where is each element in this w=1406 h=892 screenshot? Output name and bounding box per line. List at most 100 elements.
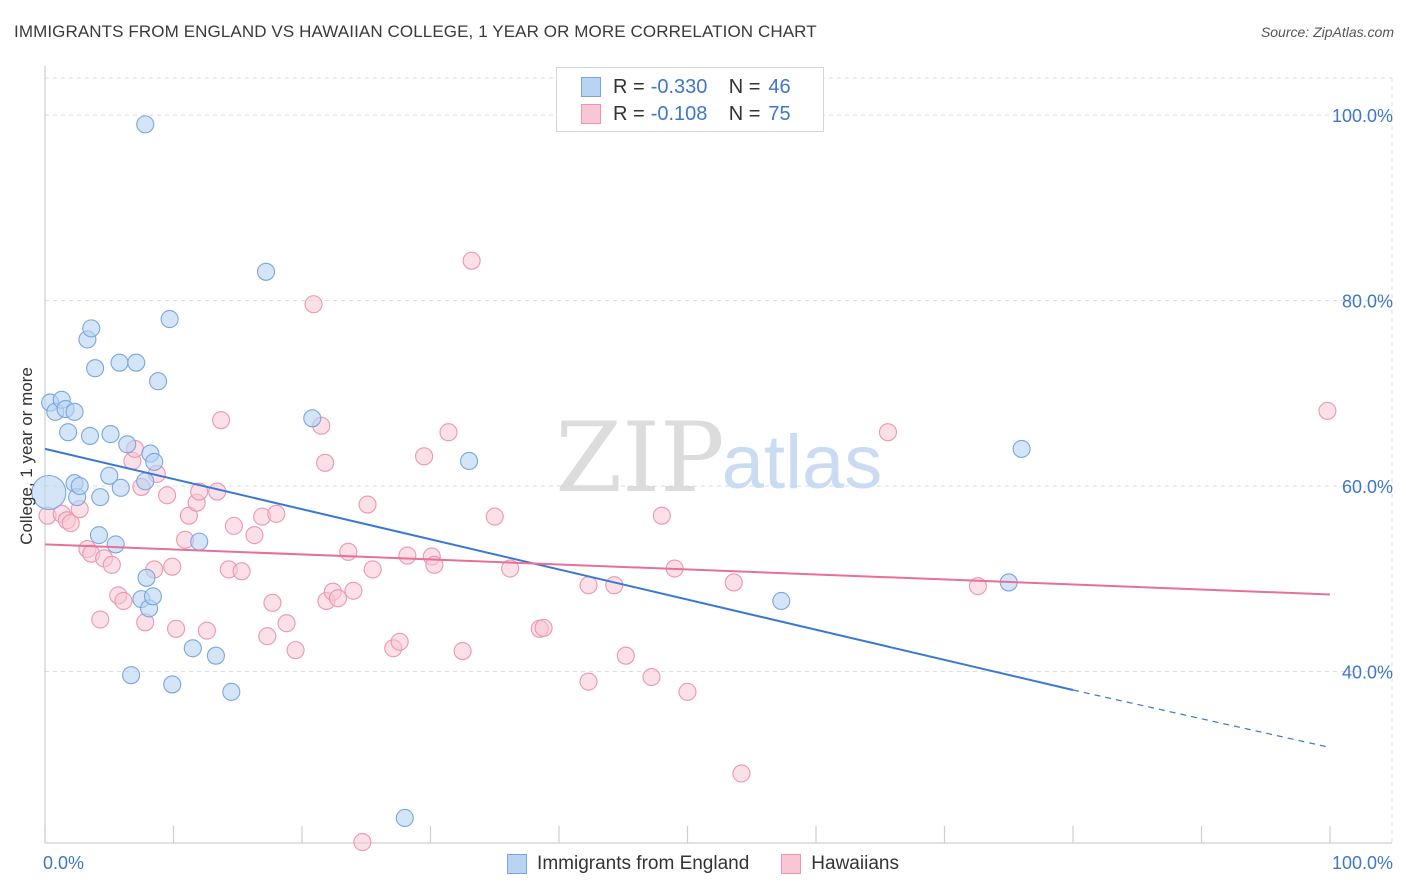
series-england [31, 115, 1031, 828]
point-england [1012, 439, 1031, 458]
point-hawaiians [167, 619, 186, 638]
point-england [59, 423, 78, 442]
point-hawaiians [363, 560, 382, 579]
y-tick-label: 100.0% [1332, 106, 1393, 126]
point-hawaiians [358, 495, 377, 514]
point-england [106, 535, 125, 554]
point-hawaiians [158, 486, 177, 505]
point-hawaiians [61, 514, 80, 533]
point-hawaiians [605, 576, 624, 595]
y-tick-label: 40.0% [1342, 662, 1393, 682]
point-england [145, 452, 164, 471]
watermark-zip: ZIP [555, 402, 724, 514]
point-hawaiians [339, 542, 358, 561]
point-hawaiians [211, 411, 231, 430]
point-england [82, 319, 101, 338]
point-hawaiians [277, 614, 296, 633]
point-england [160, 310, 179, 329]
point-hawaiians [263, 593, 282, 612]
point-hawaiians [328, 589, 348, 608]
point-england [395, 808, 414, 828]
legend-row-hawaiians: R = -0.108 N = 75 [581, 102, 791, 126]
point-england [111, 478, 130, 497]
y-tick-label: 60.0% [1342, 477, 1393, 497]
x-tick-label-min: 0.0% [43, 853, 84, 873]
point-hawaiians [353, 833, 372, 852]
r-label: R = [613, 75, 645, 98]
watermark: ZIP atlas [555, 402, 882, 514]
point-england [183, 639, 202, 658]
r-label: R = [613, 102, 645, 125]
point-hawaiians [652, 506, 671, 525]
point-hawaiians [678, 682, 697, 701]
n-value: 46 [768, 75, 791, 98]
trend-lines [44, 447, 1331, 749]
point-england [459, 451, 479, 471]
legend-label-england: Immigrants from England [537, 853, 750, 874]
point-england [89, 526, 109, 545]
point-hawaiians [878, 423, 898, 442]
trend-england [44, 447, 1074, 691]
legend-item-england: Immigrants from England [507, 853, 749, 875]
series-legend: Immigrants from England Hawaiians [0, 851, 1406, 877]
point-hawaiians [344, 581, 363, 600]
point-england [91, 488, 110, 507]
y-axis-label: College, 1 year or more [17, 367, 36, 545]
point-england [149, 372, 168, 391]
point-hawaiians [316, 453, 335, 472]
stats-legend: R = -0.330 N = 46 R = -0.108 N = 75 [556, 67, 824, 132]
n-value: 75 [768, 102, 791, 125]
point-england [101, 425, 120, 444]
point-england [136, 472, 155, 491]
r-value: -0.108 [650, 102, 708, 125]
point-england [256, 262, 276, 281]
point-hawaiians [501, 559, 520, 578]
point-england [127, 353, 146, 372]
legend-swatch-england [581, 77, 601, 97]
point-hawaiians [224, 516, 243, 535]
point-hawaiians [232, 562, 251, 581]
point-hawaiians [462, 251, 481, 270]
axes [44, 66, 1392, 844]
point-england [31, 474, 67, 511]
point-hawaiians [286, 641, 305, 660]
point-hawaiians [579, 672, 598, 691]
tick-labels: 40.0% 60.0% 80.0% 100.0% 0.0% 100.0% [43, 106, 1393, 873]
point-england [118, 435, 137, 454]
legend-swatch-hawaiians [581, 104, 601, 124]
point-hawaiians [616, 646, 635, 665]
point-england [163, 675, 182, 694]
point-hawaiians [197, 621, 216, 640]
point-england [70, 476, 89, 496]
point-hawaiians [485, 507, 504, 526]
point-hawaiians [642, 667, 661, 687]
point-england [137, 568, 156, 587]
point-hawaiians [258, 627, 277, 646]
x-tick-label-max: 100.0% [1332, 853, 1393, 873]
point-england [100, 466, 119, 485]
point-england [772, 591, 791, 611]
point-england [222, 682, 241, 701]
trend-hawaiians [44, 543, 1331, 596]
point-hawaiians [102, 555, 121, 574]
point-hawaiians [732, 764, 751, 783]
source-label: Source: ZipAtlas.com [1260, 24, 1394, 40]
point-hawaiians [267, 504, 286, 523]
point-hawaiians [534, 618, 553, 637]
legend-swatch-hawaiians [781, 854, 802, 874]
point-hawaiians [163, 557, 182, 576]
trend-england-extrapolated [1072, 689, 1331, 749]
point-hawaiians [390, 632, 409, 651]
point-england [206, 646, 225, 665]
point-england [303, 409, 322, 428]
point-hawaiians [439, 423, 458, 442]
watermark-atlas: atlas [722, 420, 883, 505]
y-tick-label: 80.0% [1342, 292, 1393, 312]
point-hawaiians [91, 610, 110, 629]
point-hawaiians [398, 546, 417, 565]
legend-label-hawaiians: Hawaiians [811, 853, 899, 874]
legend-row-england: R = -0.330 N = 46 [581, 75, 791, 99]
point-hawaiians [453, 642, 472, 661]
series-hawaiians [38, 251, 1337, 852]
